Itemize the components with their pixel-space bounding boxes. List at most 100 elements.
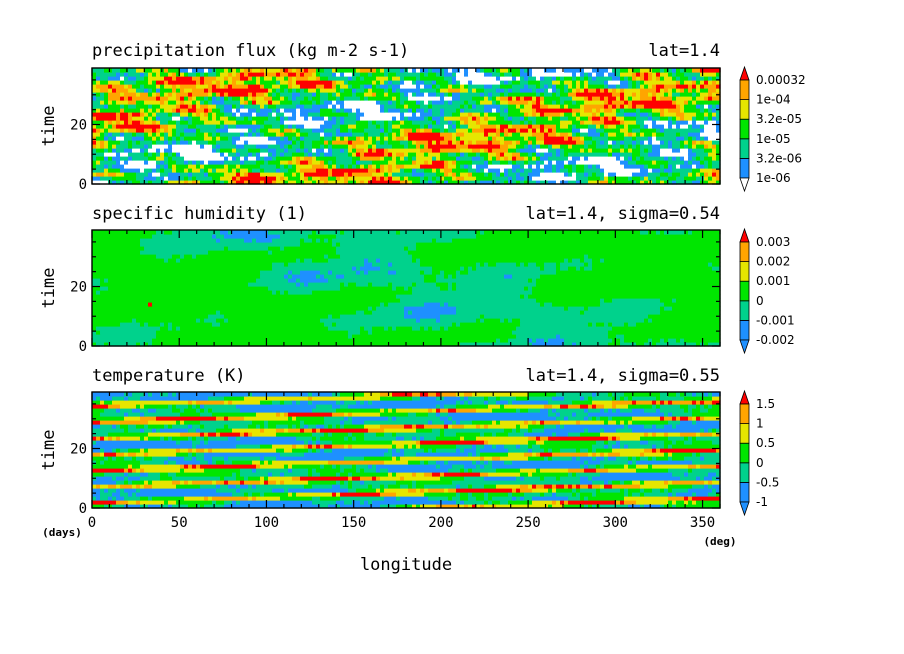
panel-2-annotation: lat=1.4, sigma=0.54 [526, 204, 720, 224]
heatmap-cell [564, 100, 573, 105]
heatmap-cell [484, 84, 493, 89]
heatmap-cell [364, 468, 377, 473]
heatmap-cell [652, 338, 661, 343]
heatmap-cell [532, 342, 565, 347]
heatmap-cell [296, 424, 301, 429]
heatmap-cell [536, 282, 721, 287]
heatmap-cell [584, 258, 593, 263]
heatmap-cell [220, 72, 229, 77]
heatmap-cell [512, 72, 521, 77]
heatmap-cell [644, 164, 649, 169]
heatmap-cell [624, 136, 633, 141]
heatmap-cell [668, 436, 685, 441]
heatmap-cell [372, 464, 377, 469]
heatmap-cell [632, 176, 641, 181]
heatmap-cell [112, 496, 117, 501]
heatmap-cell [92, 124, 97, 129]
heatmap-cell [168, 144, 173, 149]
heatmap-cell [224, 180, 229, 185]
heatmap-cell [552, 408, 557, 413]
heatmap-cell [124, 180, 133, 185]
heatmap-cell [316, 88, 321, 93]
heatmap-cell [564, 84, 569, 89]
heatmap-cell [572, 76, 577, 81]
heatmap-cell [392, 456, 397, 461]
heatmap-cell [268, 148, 277, 153]
heatmap-cell [416, 424, 425, 429]
heatmap-cell [508, 448, 529, 453]
heatmap-cell [172, 156, 185, 161]
heatmap-cell [256, 112, 269, 117]
heatmap-cell [96, 440, 177, 445]
heatmap-cell [704, 144, 709, 149]
heatmap-cell [120, 488, 125, 493]
heatmap-cell [200, 144, 205, 149]
heatmap-cell [384, 326, 389, 331]
heatmap-cell [580, 88, 585, 93]
heatmap-cell [212, 322, 221, 327]
heatmap-cell [408, 96, 441, 101]
heatmap-cell [292, 156, 297, 161]
heatmap-cell [144, 404, 169, 409]
heatmap-cell [456, 432, 481, 437]
heatmap-cell [104, 156, 109, 161]
heatmap-cell [176, 100, 181, 105]
heatmap-cell [484, 440, 489, 445]
heatmap-cell [140, 322, 145, 327]
heatmap-cell [528, 472, 533, 477]
heatmap-cell [176, 500, 213, 505]
heatmap-cell [156, 148, 161, 153]
heatmap-cell [104, 124, 109, 129]
heatmap-cell [144, 392, 149, 397]
heatmap-cell [660, 504, 665, 509]
heatmap-cell [692, 500, 697, 505]
heatmap-cell [120, 436, 141, 441]
heatmap-cell [144, 168, 153, 173]
heatmap-cell [284, 164, 289, 169]
heatmap-cell [108, 92, 121, 97]
heatmap-cell [596, 88, 601, 93]
panel-3-x-tick-labels: 0 50 100 150 200 250 300 350 [88, 515, 715, 531]
heatmap-cell [640, 176, 645, 181]
heatmap-cell [184, 116, 189, 121]
heatmap-cell [372, 330, 513, 335]
heatmap-cell [656, 424, 665, 429]
heatmap-cell [620, 68, 629, 73]
heatmap-cell [480, 230, 485, 235]
heatmap-cell [104, 148, 109, 153]
heatmap-cell [508, 318, 513, 323]
heatmap-cell [584, 460, 589, 465]
heatmap-cell [452, 496, 461, 501]
heatmap-cell [352, 480, 361, 485]
heatmap-cell [396, 480, 413, 485]
heatmap-cell [404, 310, 409, 315]
heatmap-cell [160, 108, 165, 113]
heatmap-cell [228, 152, 237, 157]
heatmap-cell [492, 420, 497, 425]
heatmap-cell [668, 444, 673, 449]
heatmap-cell [220, 124, 225, 129]
heatmap-cell [324, 416, 345, 421]
heatmap-cell [584, 266, 593, 271]
heatmap-cell [384, 176, 389, 181]
heatmap-cell [332, 100, 337, 105]
heatmap-cell [228, 124, 237, 129]
heatmap-cell [480, 92, 485, 97]
heatmap-cell [320, 92, 329, 97]
heatmap-cell [308, 116, 313, 121]
heatmap-cell [668, 88, 673, 93]
heatmap-cell [228, 80, 233, 85]
heatmap-cell [432, 176, 437, 181]
heatmap-cell [356, 148, 365, 153]
heatmap-cell [464, 140, 469, 145]
heatmap-cell [364, 136, 369, 141]
heatmap-cell [284, 480, 309, 485]
heatmap-cell [140, 120, 145, 125]
heatmap-cell [196, 84, 209, 89]
heatmap-cell [240, 488, 273, 493]
heatmap-cell [148, 342, 153, 347]
heatmap-cell [488, 400, 497, 405]
heatmap-cell [520, 262, 525, 267]
heatmap-cell [700, 68, 721, 73]
heatmap-cell [204, 96, 209, 101]
